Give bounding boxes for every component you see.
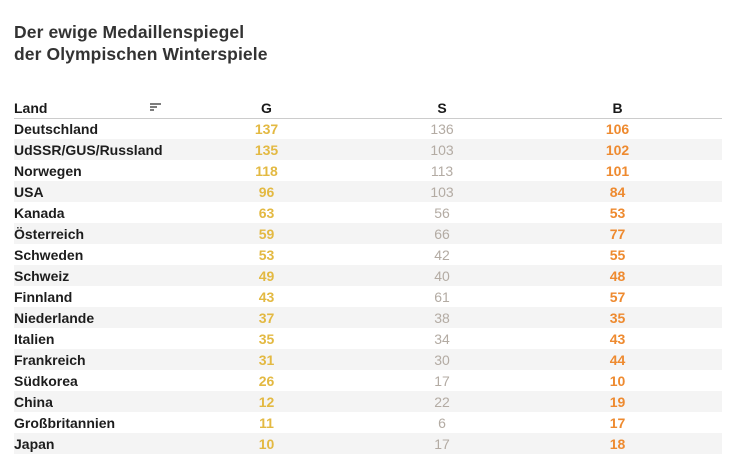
cell-gold: 12	[258, 393, 275, 410]
cell-land: China	[14, 393, 53, 410]
cell-silver: 40	[434, 267, 450, 284]
cell-gold: 31	[258, 351, 275, 368]
cell-land: Südkorea	[14, 372, 78, 389]
table-row: Österreich 59 66 77	[14, 223, 722, 244]
cell-land: Japan	[14, 435, 55, 452]
table-row: Schweiz 49 40 48	[14, 265, 722, 286]
table-row: Schweden 53 42 55	[14, 244, 722, 265]
cell-silver: 61	[434, 288, 450, 305]
cell-gold: 43	[258, 288, 275, 305]
cell-bronze: 53	[609, 204, 626, 221]
table-row: Frankreich 31 30 44	[14, 349, 722, 370]
cell-land: Schweiz	[14, 267, 70, 284]
cell-bronze: 84	[609, 183, 626, 200]
cell-land: Kanada	[14, 204, 65, 221]
column-header-gold[interactable]: G	[179, 99, 354, 119]
cell-gold: 26	[258, 372, 275, 389]
cell-bronze: 10	[609, 372, 626, 389]
table-row: Norwegen 118 113 101	[14, 160, 722, 181]
cell-bronze: 106	[605, 120, 630, 137]
cell-bronze: 17	[609, 414, 626, 431]
cell-silver: 103	[430, 141, 454, 158]
cell-silver: 38	[434, 309, 450, 326]
table-row: UdSSR/GUS/Russland 135 103 102	[14, 139, 722, 160]
cell-land: Niederlande	[14, 309, 95, 326]
column-header-land[interactable]: Land	[14, 99, 179, 119]
cell-silver: 113	[430, 162, 454, 179]
cell-silver: 30	[434, 351, 450, 368]
table-row: USA 96 103 84	[14, 181, 722, 202]
cell-bronze: 57	[609, 288, 626, 305]
cell-gold: 37	[258, 309, 275, 326]
cell-bronze: 44	[609, 351, 626, 368]
cell-bronze: 102	[605, 141, 630, 158]
cell-gold: 10	[258, 435, 275, 452]
page-title: Der ewige Medaillenspiegel der Olympisch…	[14, 21, 722, 65]
column-header-bronze[interactable]: B	[530, 99, 722, 119]
medal-table: Land G S B Deutschland 137 136 106 UdSSR…	[14, 99, 722, 454]
cell-land: Schweden	[14, 246, 84, 263]
cell-land: UdSSR/GUS/Russland	[14, 141, 163, 158]
cell-silver: 34	[434, 330, 450, 347]
cell-bronze: 43	[609, 330, 626, 347]
cell-gold: 11	[259, 414, 274, 431]
cell-silver: 136	[430, 120, 454, 137]
table-row: Italien 35 34 43	[14, 328, 722, 349]
cell-bronze: 35	[609, 309, 626, 326]
cell-silver: 56	[434, 204, 450, 221]
cell-land: Frankreich	[14, 351, 86, 368]
cell-gold: 63	[258, 204, 275, 221]
table-row: Großbritannien 11 6 17	[14, 412, 722, 433]
table-row: Finnland 43 61 57	[14, 286, 722, 307]
cell-silver: 42	[434, 246, 450, 263]
table-row: Niederlande 37 38 35	[14, 307, 722, 328]
table-row: Südkorea 26 17 10	[14, 370, 722, 391]
cell-silver: 22	[434, 393, 450, 410]
cell-land: Norwegen	[14, 162, 82, 179]
cell-land: USA	[14, 183, 44, 200]
medal-table-body: Deutschland 137 136 106 UdSSR/GUS/Russla…	[14, 118, 722, 454]
header-row: Land G S B	[14, 99, 722, 119]
title-line-1: Der ewige Medaillenspiegel	[14, 22, 245, 42]
cell-silver: 6	[438, 414, 446, 431]
column-header-silver[interactable]: S	[354, 99, 530, 119]
cell-land: Großbritannien	[14, 414, 116, 431]
cell-land: Finnland	[14, 288, 73, 305]
cell-land: Deutschland	[14, 120, 99, 137]
cell-gold: 96	[258, 183, 275, 200]
cell-bronze: 19	[609, 393, 626, 410]
cell-gold: 118	[255, 162, 278, 179]
cell-gold: 49	[258, 267, 275, 284]
cell-silver: 103	[430, 183, 454, 200]
cell-silver: 17	[434, 435, 450, 452]
cell-gold: 35	[258, 330, 275, 347]
cell-silver: 66	[434, 225, 450, 242]
title-line-2: der Olympischen Winterspiele	[14, 44, 268, 64]
table-row: China 12 22 19	[14, 391, 722, 412]
cell-land: Italien	[14, 330, 55, 347]
cell-gold: 53	[258, 246, 275, 263]
cell-gold: 137	[254, 120, 279, 137]
table-row: Deutschland 137 136 106	[14, 118, 722, 139]
cell-silver: 17	[434, 372, 450, 389]
cell-land: Österreich	[14, 225, 85, 242]
cell-bronze: 18	[609, 435, 626, 452]
cell-bronze: 48	[609, 267, 626, 284]
sort-descending-icon[interactable]	[150, 103, 162, 113]
column-header-land-label: Land	[14, 100, 48, 117]
table-row: Japan 10 17 18	[14, 433, 722, 454]
table-row: Kanada 63 56 53	[14, 202, 722, 223]
cell-bronze: 55	[609, 246, 626, 263]
cell-bronze: 101	[605, 162, 630, 179]
cell-bronze: 77	[609, 225, 626, 242]
cell-gold: 59	[258, 225, 275, 242]
cell-gold: 135	[254, 141, 279, 158]
